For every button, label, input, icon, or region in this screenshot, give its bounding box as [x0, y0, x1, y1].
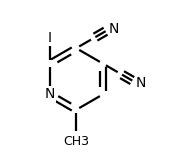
- Text: N: N: [44, 87, 55, 101]
- Text: N: N: [109, 22, 119, 36]
- Text: CH3: CH3: [63, 135, 89, 148]
- Text: I: I: [47, 31, 52, 45]
- Text: N: N: [136, 76, 146, 90]
